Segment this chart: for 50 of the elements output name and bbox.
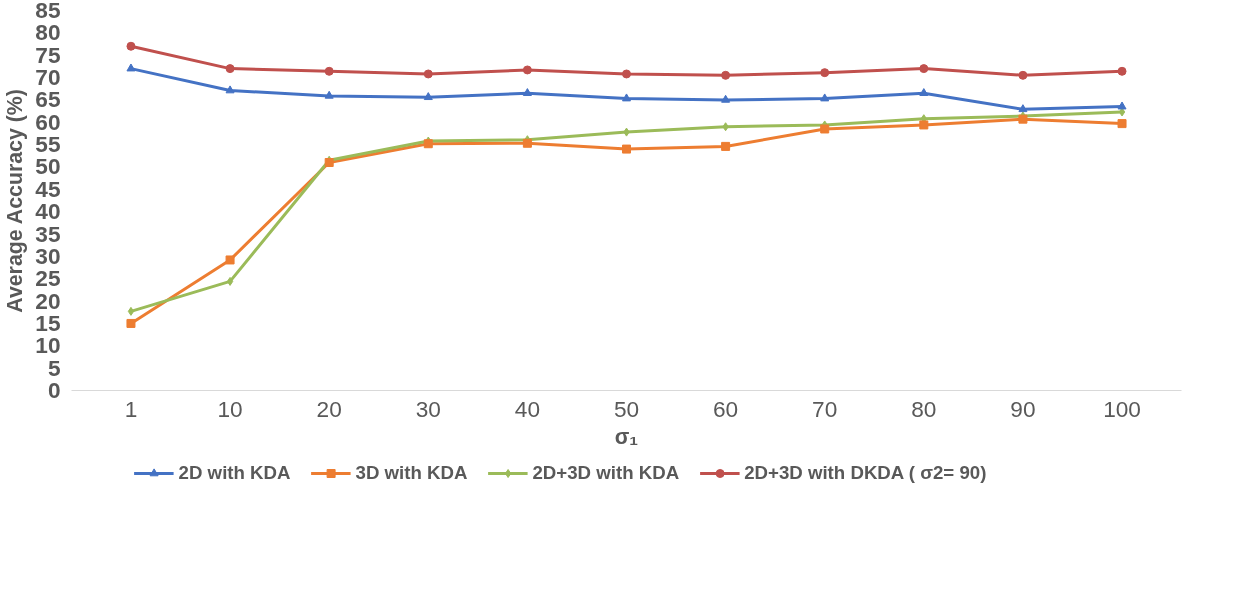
point — [622, 69, 631, 79]
point — [722, 122, 729, 132]
x-tick-label: 80 — [911, 395, 937, 422]
y-axis-title: Average Accuracy (%) — [3, 89, 28, 313]
point — [622, 144, 631, 154]
x-tick-label: 10 — [217, 395, 243, 422]
x-tick-label: 30 — [415, 395, 441, 422]
point — [721, 70, 731, 80]
x-tick-label: 50 — [613, 395, 640, 422]
point — [919, 88, 929, 97]
x-tick-label: 40 — [514, 395, 540, 422]
x-tick-label: 90 — [1010, 395, 1036, 422]
point — [324, 66, 334, 76]
point — [423, 69, 433, 79]
point — [126, 41, 136, 51]
point — [820, 68, 830, 78]
point — [522, 88, 532, 97]
point — [721, 94, 731, 103]
legend-label: 3D with KDA — [355, 462, 468, 484]
point — [1117, 119, 1127, 129]
point — [1117, 101, 1127, 110]
point — [225, 85, 235, 94]
point — [423, 92, 433, 101]
legend-label: 2D+3D with DKDA ( σ2= 90) — [744, 462, 987, 484]
x-tick-label: 60 — [713, 395, 739, 422]
point — [820, 93, 830, 102]
x-axis-title: σ₁ — [614, 424, 639, 449]
point — [622, 93, 631, 102]
point — [225, 64, 235, 74]
x-tick-label: 20 — [316, 395, 342, 422]
legend-label: 2D with KDA — [178, 462, 291, 484]
x-tick-label: 70 — [812, 395, 838, 422]
point — [127, 306, 135, 316]
point — [126, 63, 136, 72]
legend-label: 2D+3D with KDA — [532, 462, 680, 484]
point — [623, 127, 630, 137]
point — [1018, 70, 1028, 80]
point — [1018, 104, 1028, 113]
point — [226, 276, 234, 286]
point — [919, 120, 929, 130]
point — [126, 318, 136, 328]
point — [225, 255, 235, 265]
x-tick-label: 100 — [1103, 395, 1141, 422]
point — [919, 64, 929, 74]
point — [820, 124, 830, 134]
point — [324, 90, 334, 99]
x-tick-label: 1 — [124, 395, 138, 422]
point — [1117, 66, 1127, 76]
point — [721, 141, 731, 151]
point — [522, 65, 532, 75]
